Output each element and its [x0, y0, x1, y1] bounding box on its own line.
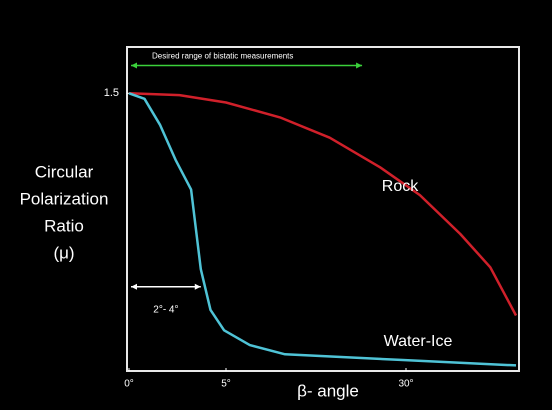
x-axis-title: β- angle	[297, 381, 359, 400]
y-axis-title: Circular	[35, 162, 94, 181]
annotation-text: Desired range of bistatic measurements	[152, 52, 293, 61]
y-axis-title: (μ)	[53, 243, 74, 262]
series-label: Rock	[382, 178, 419, 195]
x-tick-label: 30°	[398, 379, 413, 390]
annotation-text: 2°- 4°	[153, 304, 178, 315]
y-axis-title: Ratio	[44, 216, 84, 235]
y-tick-label: 1.5	[104, 87, 119, 99]
series-label: Water-Ice	[384, 333, 453, 350]
x-tick-label: 0°	[124, 379, 134, 390]
y-axis-title: Polarization	[20, 189, 109, 208]
series-line	[128, 92, 517, 367]
series-line	[128, 92, 518, 317]
x-tick-label: 5°	[221, 379, 231, 390]
plot-frame	[126, 46, 520, 372]
